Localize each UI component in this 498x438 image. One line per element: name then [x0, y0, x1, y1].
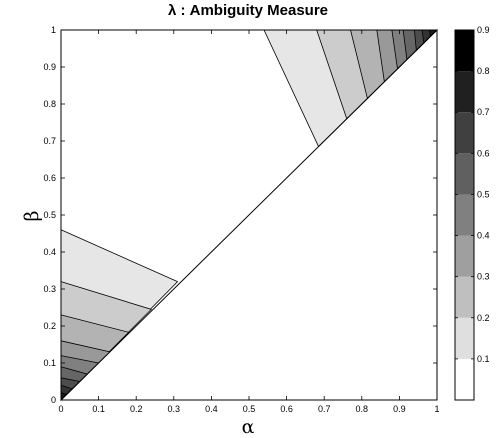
- y-tick-label: 0.3: [43, 284, 56, 294]
- y-tick-label: 0.1: [43, 358, 56, 368]
- colorbar-segment: [455, 153, 474, 195]
- colorbar-segment: [455, 71, 474, 113]
- y-tick-label: 0.6: [43, 173, 56, 183]
- colorbar-tick-label: 0.5: [477, 189, 490, 199]
- colorbar-segment: [455, 276, 474, 318]
- x-tick-label: 0.3: [168, 404, 181, 414]
- y-tick-label: 0.2: [43, 321, 56, 331]
- y-axis-label: β: [21, 210, 43, 221]
- x-axis: 0 0.1 0.2 0.3 0.4 0.5 0.6 0.7 0.8 0.9 1: [58, 30, 440, 414]
- colorbar-segment: [455, 30, 474, 72]
- diagonal-line: [60, 29, 438, 401]
- y-tick-label: 0.8: [43, 99, 56, 109]
- colorbar-segment: [455, 358, 474, 400]
- colorbar-tick-label: 0.7: [477, 107, 490, 117]
- colorbar-segment: [455, 194, 474, 236]
- colorbar: 0.1 0.2 0.3 0.4 0.5 0.6 0.7 0.8 0.9: [454, 25, 490, 401]
- colorbar-tick-label: 0.4: [477, 231, 490, 241]
- chart-title: λ : Ambiguity Measure: [168, 2, 328, 19]
- y-tick-label: 0.9: [43, 62, 56, 72]
- y-tick-label: 0.5: [43, 210, 56, 220]
- y-tick-label: 0.4: [43, 247, 56, 257]
- x-tick-label: 1: [434, 404, 439, 414]
- x-tick-label: 0: [58, 404, 63, 414]
- x-axis-label: α: [242, 416, 255, 438]
- x-tick-label: 0.2: [130, 404, 143, 414]
- x-tick-label: 0.9: [393, 404, 406, 414]
- colorbar-tick-label: 0.8: [477, 66, 490, 76]
- colorbar-segment: [455, 112, 474, 154]
- y-axis: 0 0.1 0.2 0.3 0.4 0.5 0.6 0.7 0.8 0.9 1: [43, 25, 437, 405]
- colorbar-tick-label: 0.2: [477, 313, 490, 323]
- colorbar-tick-label: 0.3: [477, 272, 490, 282]
- colorbar-tick-label: 0.1: [477, 354, 490, 364]
- x-tick-label: 0.7: [318, 404, 331, 414]
- x-tick-label: 0.6: [280, 404, 293, 414]
- x-tick-label: 0.5: [243, 404, 256, 414]
- colorbar-tick-label: 0.6: [477, 148, 490, 158]
- y-tick-label: 1: [51, 25, 56, 35]
- x-tick-label: 0.8: [356, 404, 369, 414]
- y-tick-label: 0.7: [43, 136, 56, 146]
- colorbar-frame: [454, 29, 475, 401]
- x-tick-label: 0.4: [205, 404, 218, 414]
- colorbar-segment: [455, 317, 474, 359]
- y-tick-label: 0: [51, 395, 56, 405]
- colorbar-segment: [455, 235, 474, 277]
- colorbar-tick-label: 0.9: [477, 25, 490, 35]
- x-tick-label: 0.1: [92, 404, 105, 414]
